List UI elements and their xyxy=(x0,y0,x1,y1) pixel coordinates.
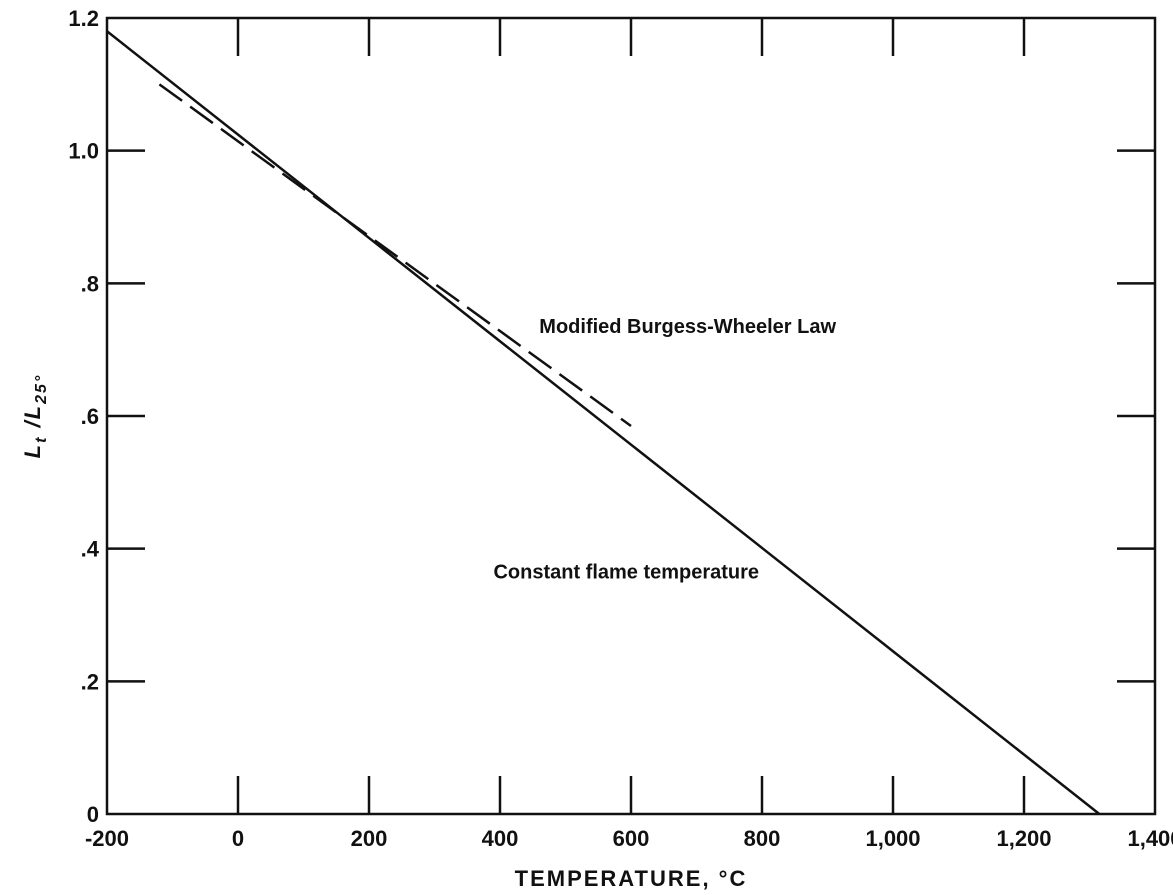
tick-marks xyxy=(107,18,1155,814)
series-line-dashed xyxy=(158,83,632,427)
y-tick-label: 0 xyxy=(87,802,99,827)
x-tick-label: 800 xyxy=(744,826,781,851)
y-axis-title-sub1: t xyxy=(33,436,50,443)
y-tick-labels: 0 .2 .4 .6 .8 1.0 1.2 xyxy=(68,6,99,827)
x-tick-labels: -200 0 200 400 600 800 1,000 1,200 1,400 xyxy=(85,826,1173,851)
series-line xyxy=(106,30,1101,815)
x-tick-label: 1,000 xyxy=(865,826,920,851)
x-tick-label: 600 xyxy=(613,826,650,851)
x-tick-label: 1,400 xyxy=(1127,826,1173,851)
y-axis-title-sub2: 25° xyxy=(33,374,50,405)
x-tick-label: 1,200 xyxy=(996,826,1051,851)
y-tick-label: .2 xyxy=(81,669,99,694)
x-tick-label: 400 xyxy=(482,826,519,851)
annotation-label: Modified Burgess-Wheeler Law xyxy=(539,316,836,338)
x-axis-title: TEMPERATURE, °C xyxy=(515,866,748,891)
y-axis-title-mid: /L xyxy=(20,404,45,436)
x-tick-label: 200 xyxy=(351,826,388,851)
annotation-label: Constant flame temperature xyxy=(493,562,759,584)
annotations: Modified Burgess-Wheeler Law Constant fla… xyxy=(493,316,836,583)
y-tick-label: .4 xyxy=(81,537,100,562)
y-axis-title-main: L xyxy=(20,443,45,458)
y-tick-label: .6 xyxy=(81,404,99,429)
plot-frame xyxy=(105,16,1157,816)
y-tick-label: .8 xyxy=(81,271,99,296)
x-tick-label: -200 xyxy=(85,826,129,851)
series-layer xyxy=(106,30,1101,815)
y-tick-label: 1.2 xyxy=(68,6,99,31)
y-axis-title: Lt /L25° xyxy=(20,374,50,459)
y-tick-label: 1.0 xyxy=(68,139,99,164)
x-tick-label: 0 xyxy=(232,826,244,851)
